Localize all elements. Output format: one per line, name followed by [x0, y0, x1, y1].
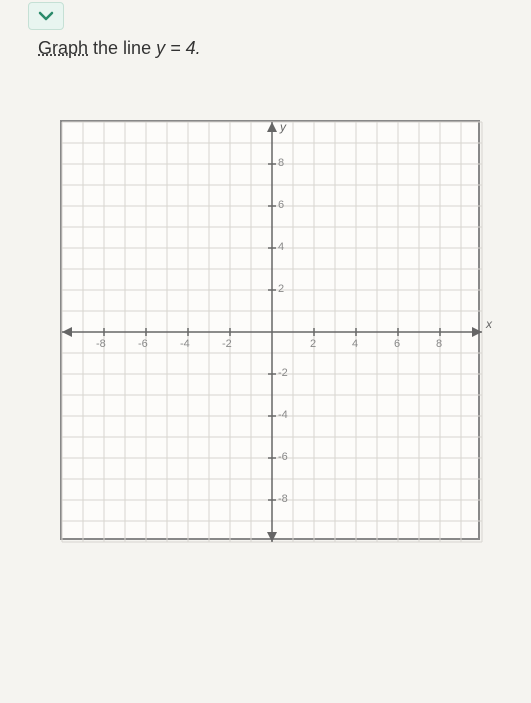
- coordinate-grid[interactable]: y x -8-8-6-6-4-4-2-222446688: [60, 120, 480, 540]
- y-tick-label: -2: [278, 367, 288, 379]
- y-tick-label: -4: [278, 409, 288, 421]
- x-tick-label: -2: [222, 338, 232, 350]
- x-tick-label: 2: [310, 338, 316, 350]
- y-tick-label: -6: [278, 451, 288, 463]
- x-tick-label: 6: [394, 338, 400, 350]
- equation-text: y = 4.: [156, 38, 201, 58]
- chevron-down-icon: [38, 11, 54, 21]
- x-axis-label: x: [486, 317, 492, 331]
- y-tick-label: 8: [278, 157, 284, 169]
- y-tick-label: -8: [278, 493, 288, 505]
- problem-instruction: Graph the line y = 4.: [38, 38, 201, 59]
- x-tick-label: -4: [180, 338, 190, 350]
- expand-toggle[interactable]: [28, 2, 64, 30]
- x-tick-label: 4: [352, 338, 358, 350]
- instruction-text: the line: [88, 38, 156, 58]
- x-tick-label: 8: [436, 338, 442, 350]
- x-tick-label: -6: [138, 338, 148, 350]
- y-tick-label: 6: [278, 199, 284, 211]
- x-tick-label: -8: [96, 338, 106, 350]
- y-tick-label: 4: [278, 241, 284, 253]
- y-tick-label: 2: [278, 283, 284, 295]
- graph-link[interactable]: Graph: [38, 38, 88, 58]
- grid-svg: [62, 122, 482, 542]
- y-axis-label: y: [280, 120, 286, 134]
